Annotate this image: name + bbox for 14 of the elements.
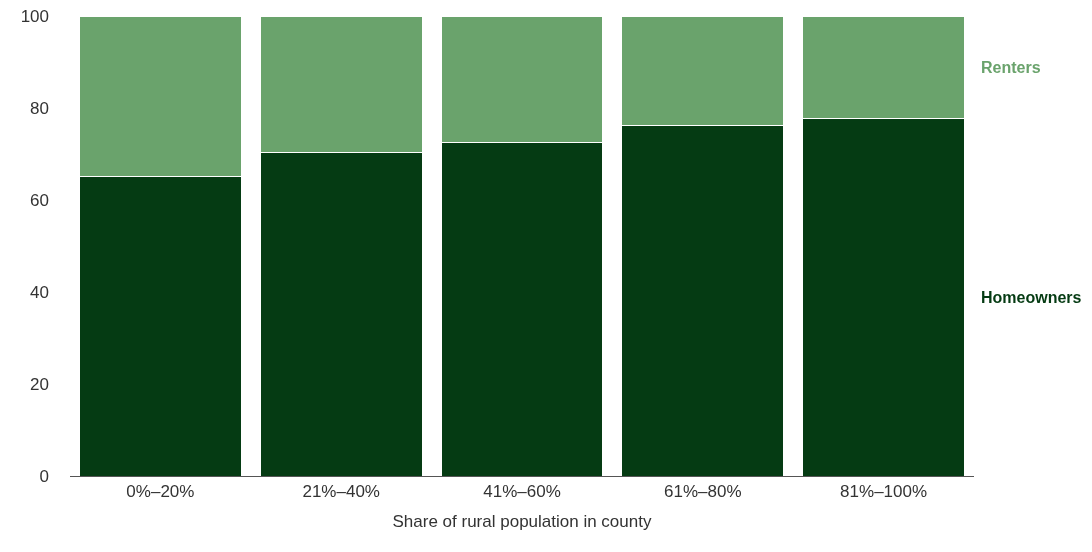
y-tick-label: 100 xyxy=(20,6,49,26)
x-tick-label: 21%–40% xyxy=(302,482,380,502)
x-tick-label: 0%–20% xyxy=(126,482,195,502)
series-label: Renters xyxy=(981,59,1041,76)
y-tick-label: 80 xyxy=(30,98,49,118)
series-label: Homeowners xyxy=(981,289,1082,306)
y-tick-label: 40 xyxy=(30,282,49,302)
y-tick-label: 20 xyxy=(30,374,49,394)
x-tick-label: 81%–100% xyxy=(840,482,928,502)
x-tick-label: 61%–80% xyxy=(664,482,742,502)
y-tick-label: 60 xyxy=(30,190,49,210)
y-tick-label: 0 xyxy=(39,466,49,486)
x-axis-title: Share of rural population in county xyxy=(392,511,652,531)
x-tick-label: 41%–60% xyxy=(483,482,561,502)
